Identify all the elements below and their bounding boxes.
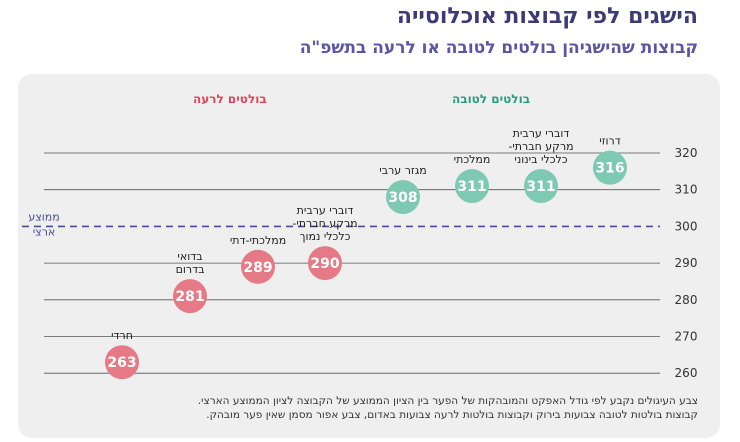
average-line-label: ארצי — [33, 225, 56, 238]
point-value-label: 316 — [595, 161, 624, 177]
legend-bad: בולטים לרעה — [193, 92, 267, 106]
chart-title: הישגים לפי קבוצות אוכלוסייה — [396, 4, 698, 29]
footnote-line-2: קבוצות בולטות לטובה צבועות בירוק וקבוצות… — [206, 409, 698, 421]
point-circle — [308, 246, 342, 281]
footnote: צבע העיגולים נקבע לפי גודל האפקט והמובהק… — [138, 394, 698, 422]
point-value-label: 290 — [310, 256, 339, 272]
footnote-line-1: צבע העיגולים נקבע לפי גודל האפקט והמובהק… — [197, 395, 698, 407]
point-category-label: מגזר ערבי — [379, 164, 426, 177]
legend-good: בולטים לטובה — [452, 92, 531, 106]
point-circle — [593, 150, 627, 185]
point-value-label: 289 — [243, 260, 272, 276]
point-value-label: 308 — [388, 190, 417, 206]
point-circle — [173, 279, 207, 314]
y-tick-label: 260 — [675, 366, 698, 380]
point-circle — [241, 249, 275, 284]
point-category-label: מרקע חברתי- — [292, 217, 357, 230]
point-category-label: ממלכתי — [454, 153, 491, 166]
y-tick-label: 310 — [675, 183, 698, 197]
point-value-label: 311 — [526, 179, 555, 195]
point-category-label: דרוזי — [599, 135, 620, 148]
point-category-label: כלכלי נמוך — [300, 230, 351, 243]
point-category-label: כלכלי בינוני — [514, 153, 567, 166]
point-circle — [524, 169, 558, 204]
y-tick-label: 290 — [675, 256, 698, 270]
y-tick-label: 320 — [675, 146, 698, 160]
point-circle — [386, 180, 420, 215]
point-value-label: 311 — [457, 179, 486, 195]
point-value-label: 263 — [107, 355, 136, 371]
average-line-label: ממוצע — [28, 210, 59, 223]
y-tick-label: 280 — [675, 293, 698, 307]
y-tick-label: 300 — [675, 219, 698, 233]
point-category-label: ממלכתי-דתי — [230, 234, 286, 247]
point-category-label: דוברי ערבית — [297, 204, 354, 217]
point-circle — [455, 169, 489, 204]
chart-panel — [18, 74, 720, 438]
y-tick-label: 270 — [675, 330, 698, 344]
point-value-label: 281 — [175, 289, 204, 305]
point-category-label: מרקע חברתי- — [508, 140, 573, 153]
point-category-label: דוברי ערבית — [513, 127, 570, 140]
point-category-label: בדרום — [176, 263, 205, 276]
point-circle — [105, 345, 139, 380]
point-category-label: חרדי — [111, 329, 133, 342]
chart-subtitle: קבוצות שהישגיהן בולטים לטובה או לרעה בתש… — [299, 38, 698, 58]
point-category-label: בדואי — [177, 250, 202, 263]
